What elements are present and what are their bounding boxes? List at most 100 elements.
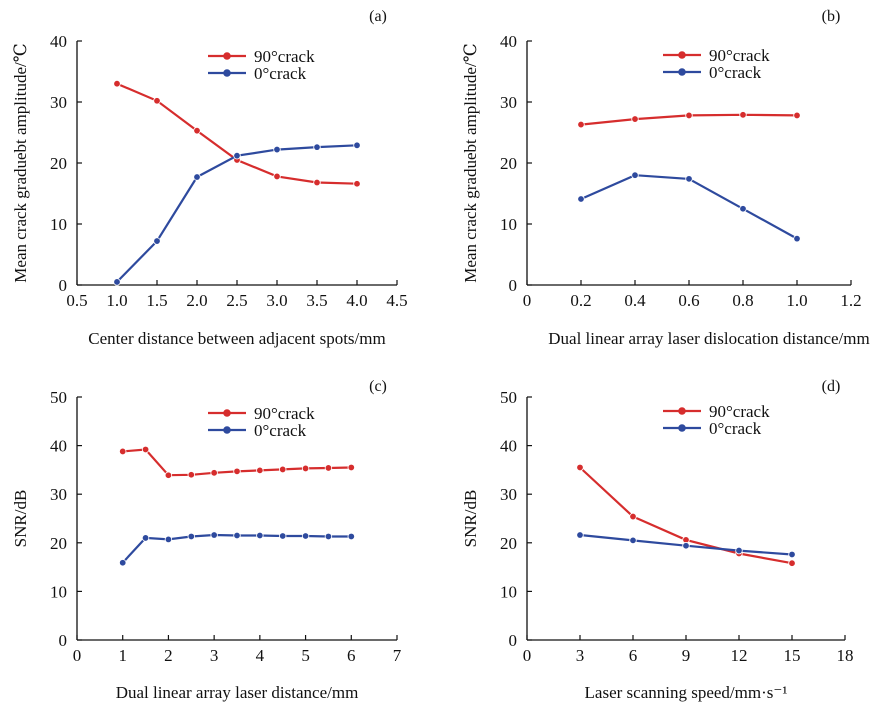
- y-tick-label: 40: [50, 32, 67, 51]
- series-line-blue: [580, 174, 798, 240]
- data-point: [256, 466, 264, 475]
- data-point: [187, 471, 195, 479]
- y-tick-label: 20: [500, 154, 517, 173]
- y-tick-label: 50: [50, 388, 67, 407]
- x-tick-label: 1.5: [146, 291, 167, 310]
- panel-tag: (d): [822, 378, 841, 395]
- x-tick-label: 2.0: [186, 291, 207, 310]
- x-tick-label: 5: [301, 646, 310, 665]
- x-tick-label: 4: [256, 646, 265, 665]
- legend-label: 90°crack: [254, 47, 315, 66]
- data-point: [682, 542, 690, 550]
- y-tick-label: 30: [500, 93, 517, 112]
- x-axis-label: Dual linear array laser distance/mm: [116, 683, 359, 702]
- x-tick-label: 6: [347, 646, 356, 665]
- y-axis-label: Mean crack graduebt amplitude/℃: [11, 43, 30, 282]
- y-tick-label: 30: [500, 485, 517, 504]
- y-tick-label: 20: [500, 534, 517, 553]
- legend-label: 90°crack: [709, 46, 770, 65]
- legend-swatch-marker: [678, 407, 686, 415]
- panel-tag: (c): [369, 378, 387, 395]
- x-tick-label: 6: [629, 646, 638, 665]
- data-point: [141, 534, 150, 542]
- data-point: [273, 172, 281, 181]
- x-tick-label: 3.0: [266, 291, 287, 310]
- data-point: [576, 463, 584, 472]
- y-tick-label: 10: [500, 582, 517, 601]
- data-point: [153, 237, 161, 245]
- y-tick-label: 40: [500, 32, 517, 51]
- y-tick-label: 40: [500, 437, 517, 456]
- x-axis-label: Center distance between adjacent spots/m…: [88, 329, 385, 348]
- legend-label: 0°crack: [254, 421, 307, 440]
- data-point: [113, 278, 121, 286]
- series-line-red: [116, 82, 358, 185]
- y-axis-label: SNR/dB: [461, 490, 480, 548]
- data-point: [347, 532, 355, 541]
- y-tick-label: 0: [509, 276, 518, 295]
- x-tick-label: 0.2: [570, 291, 591, 310]
- data-point: [210, 531, 218, 539]
- x-tick-label: 0.6: [678, 291, 699, 310]
- y-tick-label: 20: [50, 154, 67, 173]
- data-point: [324, 532, 333, 541]
- legend-swatch-marker: [223, 426, 231, 434]
- data-point: [788, 550, 796, 559]
- panel-tag: (a): [369, 8, 387, 25]
- x-tick-label: 3: [576, 646, 585, 665]
- data-point: [301, 464, 310, 473]
- data-point: [353, 180, 361, 188]
- data-point: [577, 120, 585, 129]
- legend-label: 0°crack: [254, 64, 307, 83]
- x-tick-label: 3: [210, 646, 219, 665]
- legend-label: 90°crack: [254, 404, 315, 423]
- data-point: [685, 175, 693, 183]
- data-point: [301, 532, 310, 540]
- data-point: [347, 463, 355, 472]
- x-tick-label: 2: [164, 646, 173, 665]
- data-point: [279, 465, 287, 474]
- data-point: [577, 195, 585, 203]
- data-point: [119, 559, 127, 567]
- legend-swatch-marker: [223, 409, 231, 417]
- x-tick-label: 18: [837, 646, 854, 665]
- x-tick-label: 0.8: [732, 291, 753, 310]
- legend-swatch-marker: [678, 51, 686, 59]
- x-tick-label: 1.0: [786, 291, 807, 310]
- data-point: [113, 79, 121, 88]
- y-tick-label: 30: [50, 485, 67, 504]
- x-tick-label: 1: [118, 646, 127, 665]
- x-tick-label: 2.5: [226, 291, 247, 310]
- x-tick-label: 1.0: [106, 291, 127, 310]
- legend-label: 90°crack: [709, 402, 770, 421]
- data-point: [739, 111, 747, 119]
- data-point: [279, 532, 287, 540]
- y-tick-label: 0: [59, 276, 68, 295]
- legend-swatch-marker: [223, 69, 231, 77]
- x-tick-label: 15: [784, 646, 801, 665]
- data-point: [353, 141, 361, 150]
- data-point: [788, 559, 796, 567]
- data-point: [233, 151, 241, 160]
- data-point: [193, 173, 201, 181]
- data-point: [187, 532, 195, 541]
- panel-b: 0 0.2 0.4 0.6 0.8 1.0 1.2 0 10 20 30 40 Dual linear …: [461, 8, 870, 348]
- data-point: [119, 447, 127, 456]
- data-point: [629, 512, 637, 521]
- data-point: [153, 97, 161, 105]
- data-point: [313, 178, 321, 187]
- x-tick-label: 4.0: [346, 291, 367, 310]
- x-tick-label: 0: [73, 646, 82, 665]
- data-point: [324, 464, 333, 472]
- legend-swatch-marker: [678, 68, 686, 76]
- legend-swatch-marker: [678, 424, 686, 432]
- y-tick-label: 0: [509, 631, 518, 650]
- legend-swatch-marker: [223, 52, 231, 60]
- y-axis-label: SNR/dB: [11, 490, 30, 548]
- data-point: [164, 535, 173, 544]
- x-tick-label: 1.2: [840, 291, 861, 310]
- x-axis-label: Dual linear array laser dislocation dist…: [548, 329, 869, 348]
- data-point: [631, 171, 639, 179]
- y-tick-label: 10: [50, 215, 67, 234]
